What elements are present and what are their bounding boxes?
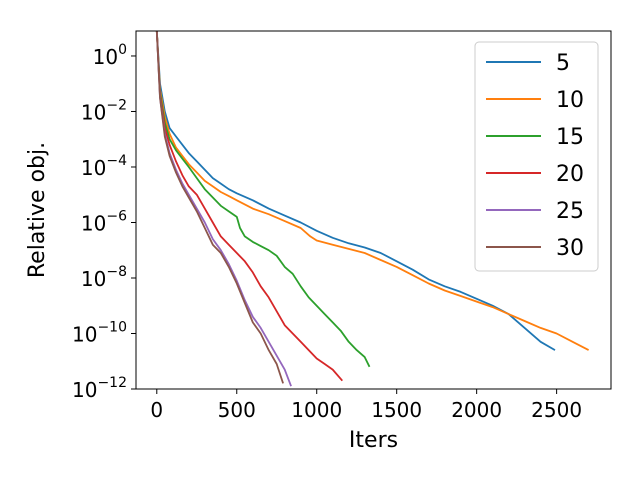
x-tick-label: 2500 <box>531 398 582 422</box>
plot-lines <box>155 31 590 387</box>
x-tick-label: 0 <box>150 398 163 422</box>
y-tick-label: 10−6 <box>81 208 127 235</box>
series-line-5 <box>155 31 556 351</box>
y-tick-label: 10−10 <box>72 319 127 346</box>
plot-frame <box>135 30 612 390</box>
legend-label-20: 20 <box>556 162 584 187</box>
legend-label-15: 15 <box>556 125 584 150</box>
x-tick-label: 1500 <box>371 398 422 422</box>
y-tick-label: 100 <box>93 42 127 69</box>
y-tick-label: 10−4 <box>81 153 127 180</box>
legend-label-25: 25 <box>556 199 584 224</box>
legend: 5 10 15 20 25 30 <box>474 41 599 272</box>
x-tick-label: 2000 <box>451 398 502 422</box>
x-axis-label: Iters <box>349 428 398 453</box>
axis-ticks: 0 500 1000 1500 2000 2500 100 10−2 10−4 10−6 10−8 1… <box>72 42 582 422</box>
y-tick-label: 10−2 <box>81 97 127 124</box>
series-line-20 <box>155 31 343 382</box>
legend-label-5: 5 <box>556 51 570 76</box>
series-line-25 <box>155 31 292 387</box>
x-tick-label: 1000 <box>291 398 342 422</box>
y-tick-label: 10−8 <box>81 264 127 291</box>
legend-label-10: 10 <box>556 88 584 113</box>
series-line-10 <box>155 31 590 351</box>
legend-label-30: 30 <box>556 236 584 261</box>
y-tick-label: 10−12 <box>72 375 127 402</box>
x-tick-label: 500 <box>218 398 256 422</box>
series-line-30 <box>155 31 284 384</box>
series-line-15 <box>155 31 371 368</box>
y-axis-label: Relative obj. <box>25 142 50 278</box>
